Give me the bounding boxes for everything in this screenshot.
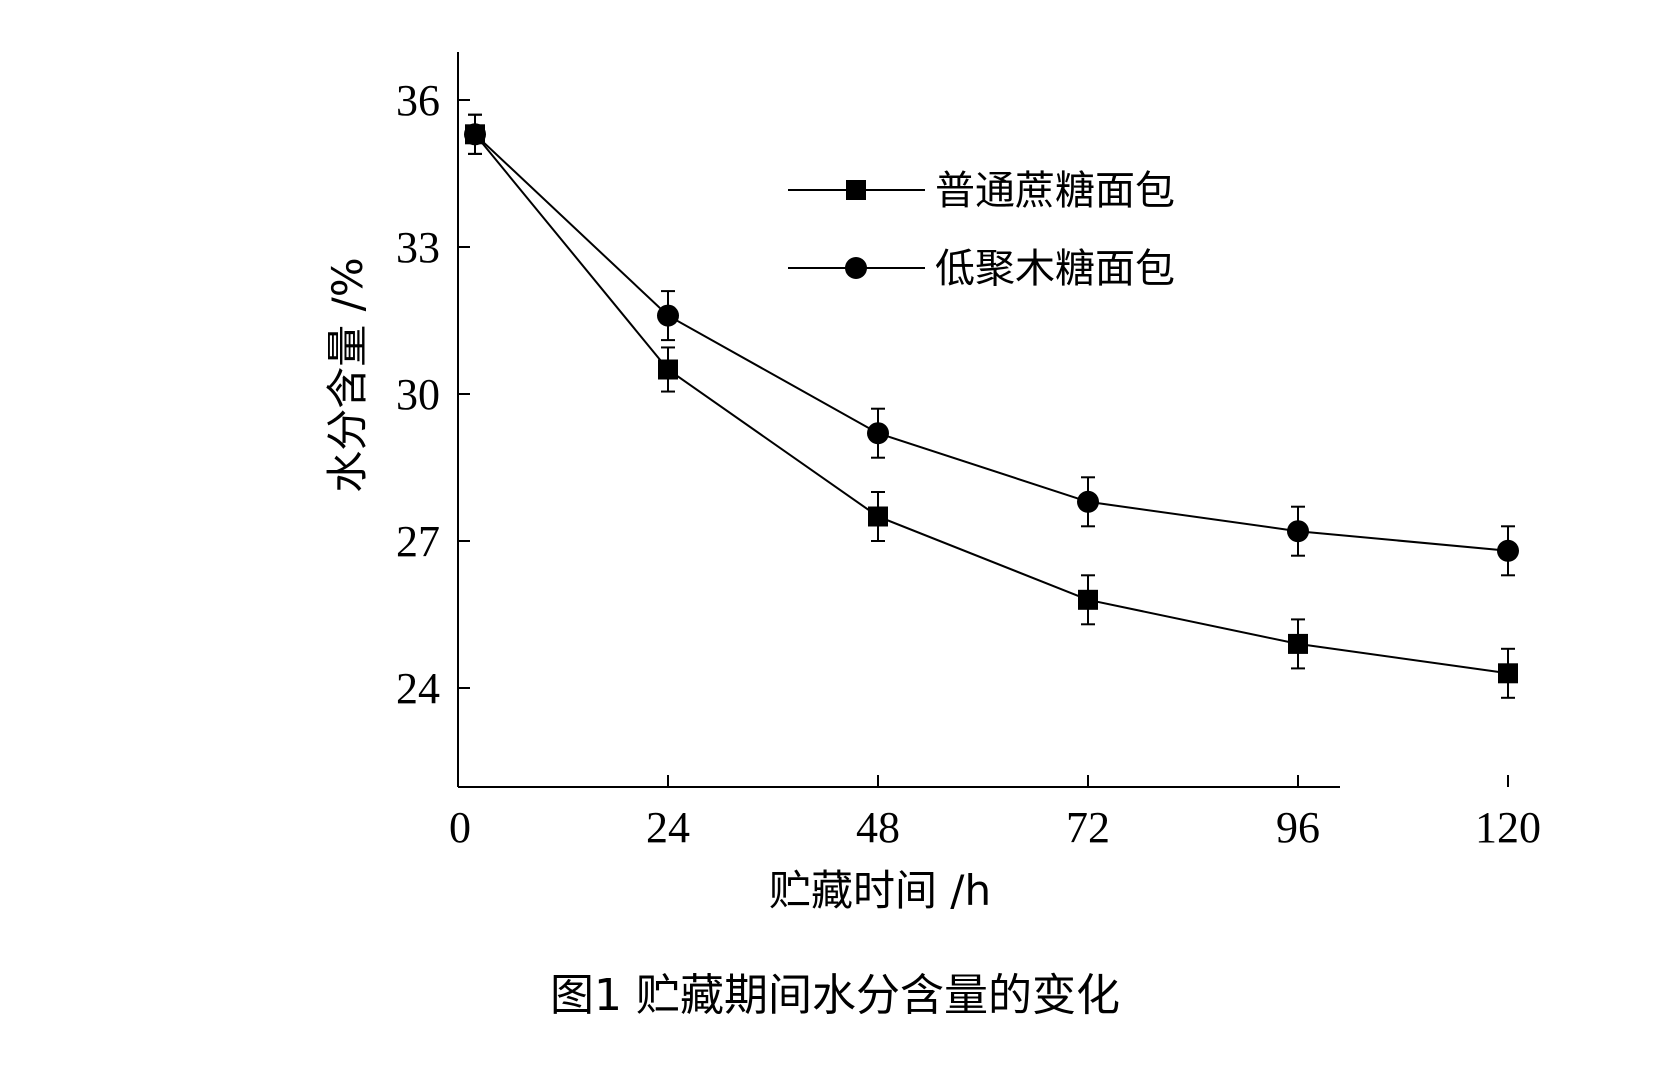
figure-caption: 图1 贮藏期间水分含量的变化 [550, 970, 1120, 1021]
series-layer [464, 113, 1519, 699]
data-point [658, 359, 678, 380]
legend-label: 低聚木糖面包 [935, 246, 1175, 292]
y-tick-label: 24 [396, 664, 440, 713]
legend-item: 普通蔗糖面包 [788, 168, 1175, 214]
series-circle [464, 113, 1519, 577]
data-point [1078, 589, 1098, 610]
legend-marker [846, 180, 866, 200]
x-tick-label: 72 [1066, 803, 1110, 852]
y-tick-label: 33 [396, 223, 440, 272]
x-tick-label: 48 [856, 803, 900, 852]
data-point [657, 304, 679, 327]
data-point [1498, 663, 1518, 684]
x-ticks: 0 24 48 72 96 120 [449, 775, 1541, 852]
data-point [1077, 490, 1099, 513]
y-axis-title: 水分含量 /% [323, 257, 372, 492]
data-point [1497, 539, 1519, 562]
x-axis-title: 贮藏时间 /h [769, 866, 991, 915]
data-point [464, 123, 486, 146]
data-point [1287, 520, 1309, 543]
series-line [474, 133, 1509, 552]
x-tick-label: 96 [1276, 803, 1320, 852]
data-point [1288, 633, 1308, 654]
legend-marker [845, 257, 867, 279]
y-ticks: 24 27 30 33 36 [396, 76, 470, 713]
x-tick-label: 24 [646, 803, 690, 852]
y-tick-label: 27 [396, 517, 440, 566]
axes [457, 52, 1340, 788]
data-point [867, 422, 889, 445]
y-tick-label: 30 [396, 370, 440, 419]
x-tick-label: 120 [1475, 803, 1541, 852]
series-line [474, 133, 1509, 675]
y-tick-label: 36 [396, 76, 440, 125]
x-tick-label: 0 [449, 803, 471, 852]
data-point [868, 506, 888, 527]
legend-label: 普通蔗糖面包 [935, 168, 1175, 214]
legend-item: 低聚木糖面包 [788, 246, 1175, 292]
